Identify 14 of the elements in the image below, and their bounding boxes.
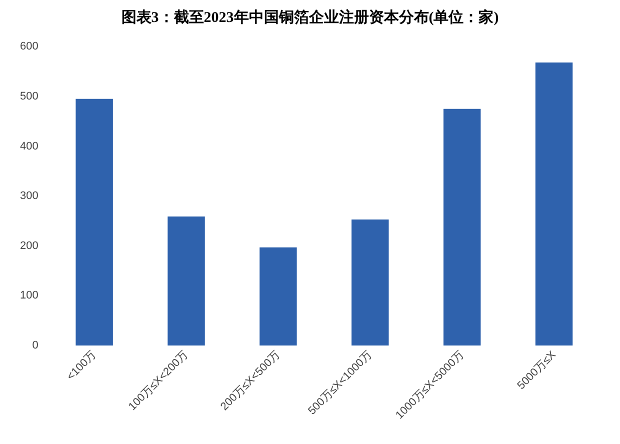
- y-tick-label: 100: [20, 290, 38, 302]
- bar: [76, 98, 113, 346]
- bar: [352, 219, 389, 346]
- y-tick-label: 0: [32, 340, 38, 352]
- bar: [168, 216, 205, 346]
- bar: [443, 108, 481, 346]
- y-tick-label: 400: [20, 140, 38, 152]
- y-tick-label: 500: [20, 90, 38, 102]
- bar: [535, 62, 573, 346]
- y-tick-label: 300: [20, 190, 38, 202]
- bar: [260, 247, 297, 346]
- y-tick-label: 200: [20, 240, 38, 252]
- chart-title: 图表3：截至2023年中国铜箔企业注册资本分布(单位：家): [120, 8, 500, 28]
- y-tick-label: 600: [20, 40, 38, 53]
